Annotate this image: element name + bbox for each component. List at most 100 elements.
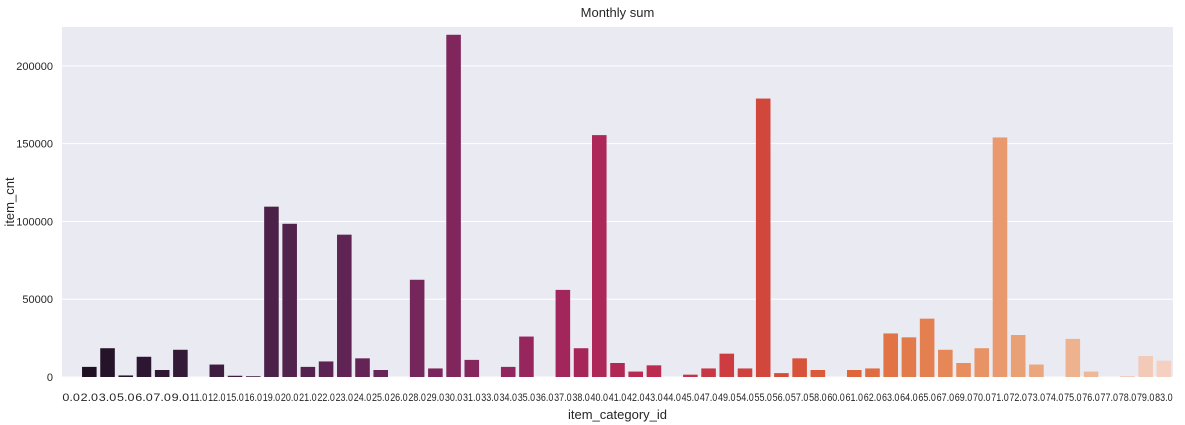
x-tick-labels: 0.0 2.0 3.0 5.0 6.0 7.0 9.0 11.0 12.0 15.0 16.0 19.… [62, 392, 1172, 404]
bar [300, 366, 316, 377]
x-tick-label: 29.0 [427, 392, 444, 404]
y-tick-labels: 0 50000 100000 150000 200000 [16, 61, 53, 384]
bar [755, 98, 771, 378]
y-tick-label: 100000 [16, 216, 53, 228]
x-tick-label: 55.0 [754, 392, 771, 404]
bar [136, 356, 152, 377]
x-tick-label: 25.0 [372, 392, 389, 404]
bar [919, 318, 935, 377]
bar [1156, 360, 1172, 377]
x-tick-label: 75.0 [1064, 392, 1081, 404]
x-tick-label: 45.0 [682, 392, 699, 404]
bar [719, 353, 735, 377]
bar [500, 366, 516, 377]
x-tick-label: 64.0 [900, 392, 917, 404]
bar [938, 349, 953, 377]
bar [1083, 371, 1099, 377]
x-tick-label: 70.0 [973, 392, 990, 404]
x-axis-label: item_category_id [568, 407, 667, 422]
bar [628, 371, 643, 377]
bar [865, 368, 880, 377]
bar [1065, 338, 1081, 377]
y-axis-label: item_cnt [2, 177, 17, 227]
bar [683, 374, 698, 377]
x-tick-label: 58.0 [809, 392, 826, 404]
bar [846, 370, 862, 377]
bar [974, 348, 990, 377]
bar [373, 370, 389, 377]
bar [810, 370, 826, 377]
x-tick-label: 20.0 [281, 392, 298, 404]
bars [82, 34, 1172, 378]
x-tick-label: 35.0 [518, 392, 535, 404]
x-tick-label: 9.0 [172, 392, 189, 404]
bar [701, 368, 716, 377]
x-tick-label: 40.0 [591, 392, 608, 404]
x-tick-label: 44.0 [663, 392, 680, 404]
bar [901, 337, 917, 377]
bar [956, 363, 971, 377]
bar [154, 370, 170, 377]
x-tick-label: 22.0 [317, 392, 334, 404]
x-tick-label: 11.0 [190, 392, 207, 404]
x-tick-label: 73.0 [1028, 392, 1045, 404]
bar [173, 349, 188, 377]
x-tick-label: 71.0 [991, 392, 1008, 404]
bar [446, 34, 461, 378]
bar [573, 348, 589, 377]
bar [1138, 356, 1153, 377]
bar [82, 366, 97, 377]
y-tick-label: 150000 [16, 139, 53, 151]
y-tick-label: 0 [47, 372, 53, 384]
x-tick-label: 76.0 [1082, 392, 1099, 404]
bar [792, 358, 807, 377]
bar [318, 361, 334, 377]
bar [774, 373, 789, 377]
bar [646, 365, 662, 377]
x-tick-label: 23.0 [336, 392, 353, 404]
bar [209, 364, 225, 377]
x-tick-label: 43.0 [645, 392, 662, 404]
x-tick-label: 24.0 [354, 392, 371, 404]
x-tick-label: 12.0 [208, 392, 225, 404]
bar [592, 135, 607, 377]
x-tick-label: 56.0 [773, 392, 790, 404]
bar [337, 234, 352, 377]
x-tick-label: 61.0 [846, 392, 863, 404]
x-tick-label: 42.0 [627, 392, 644, 404]
x-tick-label: 33.0 [481, 392, 498, 404]
x-tick-label: 37.0 [554, 392, 571, 404]
x-tick-label: 0.0 [62, 392, 79, 404]
x-tick-label: 69.0 [955, 392, 972, 404]
bar [1120, 376, 1135, 377]
x-tick-label: 41.0 [609, 392, 626, 404]
bar [464, 359, 480, 377]
bar [1029, 364, 1044, 377]
x-tick-label: 3.0 [99, 392, 116, 404]
x-tick-label: 72.0 [1009, 392, 1026, 404]
x-tick-label: 28.0 [408, 392, 425, 404]
bar [100, 348, 115, 377]
bar [610, 363, 625, 377]
bar [428, 368, 443, 377]
x-tick-label: 6.0 [135, 392, 152, 404]
bar [409, 279, 425, 377]
chart-title: Monthly sum [581, 5, 655, 20]
x-tick-label: 26.0 [390, 392, 407, 404]
x-tick-label: 34.0 [499, 392, 516, 404]
x-tick-label: 16.0 [244, 392, 261, 404]
x-tick-label: 36.0 [536, 392, 553, 404]
bar [737, 368, 753, 377]
x-tick-label: 31.0 [463, 392, 480, 404]
x-tick-label: 57.0 [791, 392, 808, 404]
y-tick-label: 50000 [22, 294, 53, 306]
bar [118, 375, 134, 377]
x-tick-label: 77.0 [1101, 392, 1118, 404]
bar [883, 333, 898, 377]
bar [1010, 335, 1026, 377]
x-tick-label: 65.0 [918, 392, 935, 404]
bar [992, 137, 1008, 377]
x-tick-label: 60.0 [827, 392, 844, 404]
x-tick-label: 79.0 [1137, 392, 1154, 404]
